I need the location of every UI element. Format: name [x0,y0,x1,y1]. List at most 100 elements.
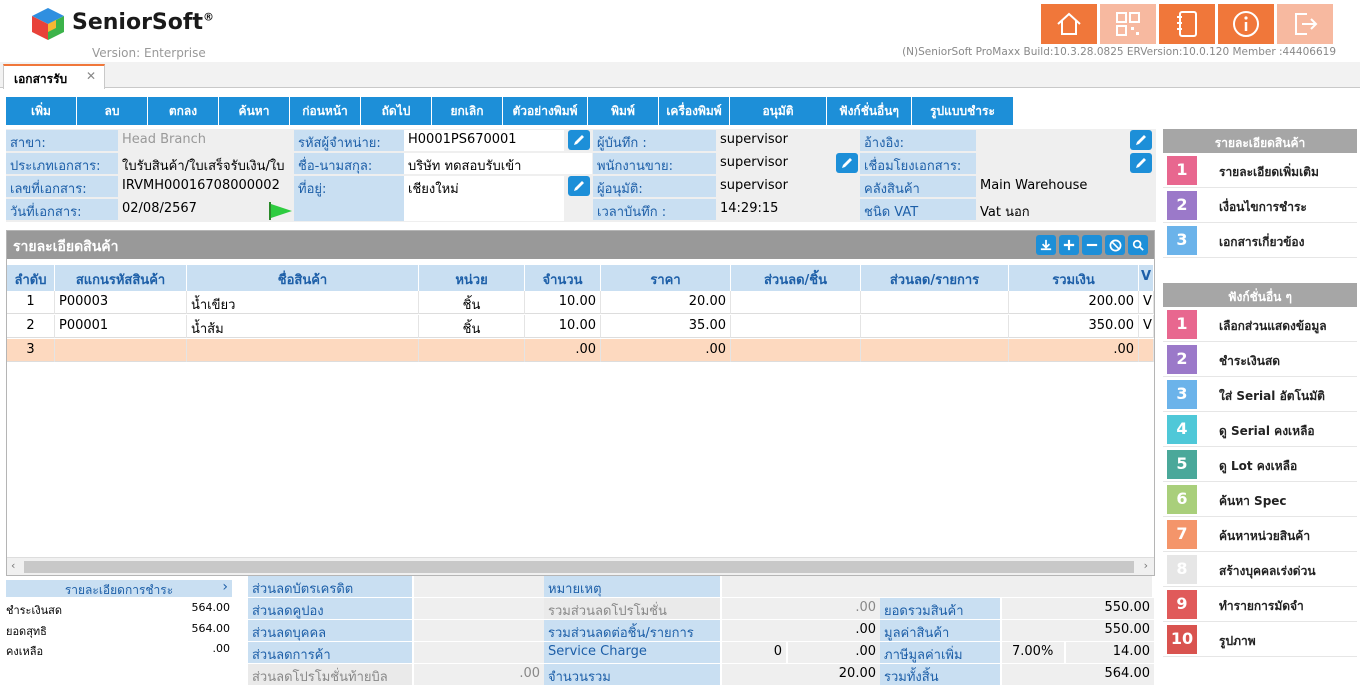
add-row-button[interactable] [1059,235,1079,255]
vendor-name-field[interactable]: บริษัท ทดสอบรับเข้า [404,153,592,174]
cell-name[interactable]: น้ำเขียว [187,291,419,314]
col-code[interactable]: สแกนรหัสสินค้า [55,265,187,291]
cell-unit[interactable] [419,339,525,362]
side-detail-item-1[interactable]: 1 รายละเอียดเพิ่มเติม [1163,153,1357,188]
side-detail-item-3[interactable]: 3 เอกสารเกี่ยวข้อง [1163,223,1357,258]
doctype-field[interactable]: ใบรับสินค้า/ใบเสร็จรับเงิน/ใบ [118,153,290,174]
side-detail-item-2[interactable]: 2 เงื่อนไขการชำระ [1163,188,1357,223]
service-charge-percent[interactable]: 0 [722,642,786,663]
cell-price[interactable]: .00 [601,339,731,362]
col-price[interactable]: ราคา [601,265,731,291]
link-doc-field[interactable] [976,153,1126,174]
edit-vendor-button[interactable] [568,130,590,150]
payment-detail-header[interactable]: รายละเอียดการชำระ › [6,579,232,597]
cell-unit[interactable]: ชิ้น [419,291,525,314]
cell-price[interactable]: 20.00 [601,291,731,314]
side-function-item-10[interactable]: 10 รูปภาพ [1163,622,1357,657]
delete-button[interactable]: ลบ [77,97,148,125]
coupon-discount-field[interactable] [414,598,544,619]
chevron-right-icon[interactable]: › [222,579,228,595]
print-button[interactable]: พิมพ์ [588,97,659,125]
branch-field[interactable]: Head Branch [118,130,290,151]
warehouse-field[interactable]: Main Warehouse [976,176,1154,197]
cell-name[interactable]: น้ำส้ม [187,315,419,338]
cell-code[interactable] [55,339,187,362]
logout-button[interactable] [1277,4,1333,44]
side-function-item-8[interactable]: 8 สร้างบุคคลเร่งด่วน [1163,552,1357,587]
notebook-button[interactable] [1159,4,1215,44]
col-name[interactable]: ชื่อสินค้า [187,265,419,291]
docdate-field[interactable]: 02/08/2567 [118,199,290,220]
add-button[interactable]: เพิ่ม [6,97,77,125]
cell-code[interactable]: P00003 [55,291,187,314]
credit-card-discount-field[interactable] [414,576,544,597]
info-button[interactable] [1218,4,1274,44]
cell-disc-unit[interactable] [731,339,861,362]
vendor-code-field[interactable]: H0001PS670001 [404,130,564,151]
recorder-field[interactable]: supervisor [716,130,856,151]
printer-button[interactable]: เครื่องพิมพ์ [659,97,730,125]
cell-code[interactable]: P00001 [55,315,187,338]
side-function-item-5[interactable]: 5 ดู Lot คงเหลือ [1163,447,1357,482]
rectime-field[interactable]: 14:29:15 [716,199,856,220]
cell-disc-line[interactable] [861,315,1009,338]
ok-button[interactable]: ตกลง [148,97,219,125]
scroll-right-icon[interactable]: › [1143,559,1148,572]
approver-field[interactable]: supervisor [716,176,856,197]
note-field[interactable] [722,576,1152,597]
cancel-button[interactable]: ยกเลิก [432,97,503,125]
col-disc-line[interactable]: ส่วนลด/รายการ [861,265,1009,291]
side-function-item-4[interactable]: 4 ดู Serial คงเหลือ [1163,412,1357,447]
scroll-left-icon[interactable]: ‹ [11,559,16,572]
side-function-item-9[interactable]: 9 ทำรายการมัดจำ [1163,587,1357,622]
cell-disc-line[interactable] [861,291,1009,314]
col-disc-unit[interactable]: ส่วนลด/ชิ้น [731,265,861,291]
cell-qty[interactable]: .00 [525,339,601,362]
cell-disc-line[interactable] [861,339,1009,362]
previous-button[interactable]: ก่อนหน้า [290,97,361,125]
remove-row-button[interactable] [1082,235,1102,255]
cell-disc-unit[interactable] [731,291,861,314]
cell-qty[interactable]: 10.00 [525,291,601,314]
close-tab-icon[interactable]: ✕ [85,69,96,83]
trade-discount-field[interactable] [414,642,544,663]
address-field[interactable]: เชียงใหม่ [404,176,564,221]
edit-link-doc-button[interactable] [1130,153,1152,173]
search-product-button[interactable] [1128,235,1148,255]
download-button[interactable] [1036,235,1056,255]
reference-field[interactable] [976,130,1126,151]
search-button[interactable]: ค้นหา [219,97,290,125]
clear-button[interactable] [1105,235,1125,255]
cell-disc-unit[interactable] [731,315,861,338]
side-function-item-1[interactable]: 1 เลือกส่วนแสดงข้อมูล [1163,307,1357,342]
person-discount-field[interactable] [414,620,544,641]
scrollbar-thumb[interactable] [24,561,1134,573]
col-unit[interactable]: หน่วย [419,265,525,291]
tab-receive-document[interactable]: เอกสารรับ ✕ [3,64,105,89]
payment-format-button[interactable]: รูปแบบชำระ [912,97,1014,125]
vat-type-field[interactable]: Vat นอก [976,199,1154,220]
col-v[interactable]: V [1139,265,1154,291]
side-function-item-6[interactable]: 6 ค้นหา Spec [1163,482,1357,517]
side-function-item-3[interactable]: 3 ใส่ Serial อัตโนมัติ [1163,377,1357,412]
side-function-item-2[interactable]: 2 ชำระเงินสด [1163,342,1357,377]
home-button[interactable] [1041,4,1097,44]
cell-qty[interactable]: 10.00 [525,315,601,338]
cell-unit[interactable]: ชิ้น [419,315,525,338]
table-row[interactable]: 2 P00001 น้ำส้ม ชิ้น 10.00 35.00 350.00 … [7,315,1154,338]
flag-icon[interactable] [268,202,294,220]
horizontal-scrollbar[interactable]: ‹ › [7,557,1154,575]
table-row[interactable]: 1 P00003 น้ำเขียว ชิ้น 10.00 20.00 200.0… [7,291,1154,314]
other-functions-button[interactable]: ฟังก์ชั่นอื่นๆ [827,97,912,125]
col-no[interactable]: ลำดับ [7,265,55,291]
col-qty[interactable]: จำนวน [525,265,601,291]
cell-price[interactable]: 35.00 [601,315,731,338]
next-button[interactable]: ถัดไป [361,97,432,125]
edit-address-button[interactable] [568,176,590,196]
table-row-selected[interactable]: 3 .00 .00 .00 [7,339,1154,362]
col-total[interactable]: รวมเงิน [1009,265,1139,291]
salesperson-field[interactable]: supervisor [716,153,832,174]
approve-button[interactable]: อนุมัติ [730,97,827,125]
print-preview-button[interactable]: ตัวอย่างพิมพ์ [503,97,588,125]
docno-field[interactable]: IRVMH00016708000002 [118,176,290,197]
